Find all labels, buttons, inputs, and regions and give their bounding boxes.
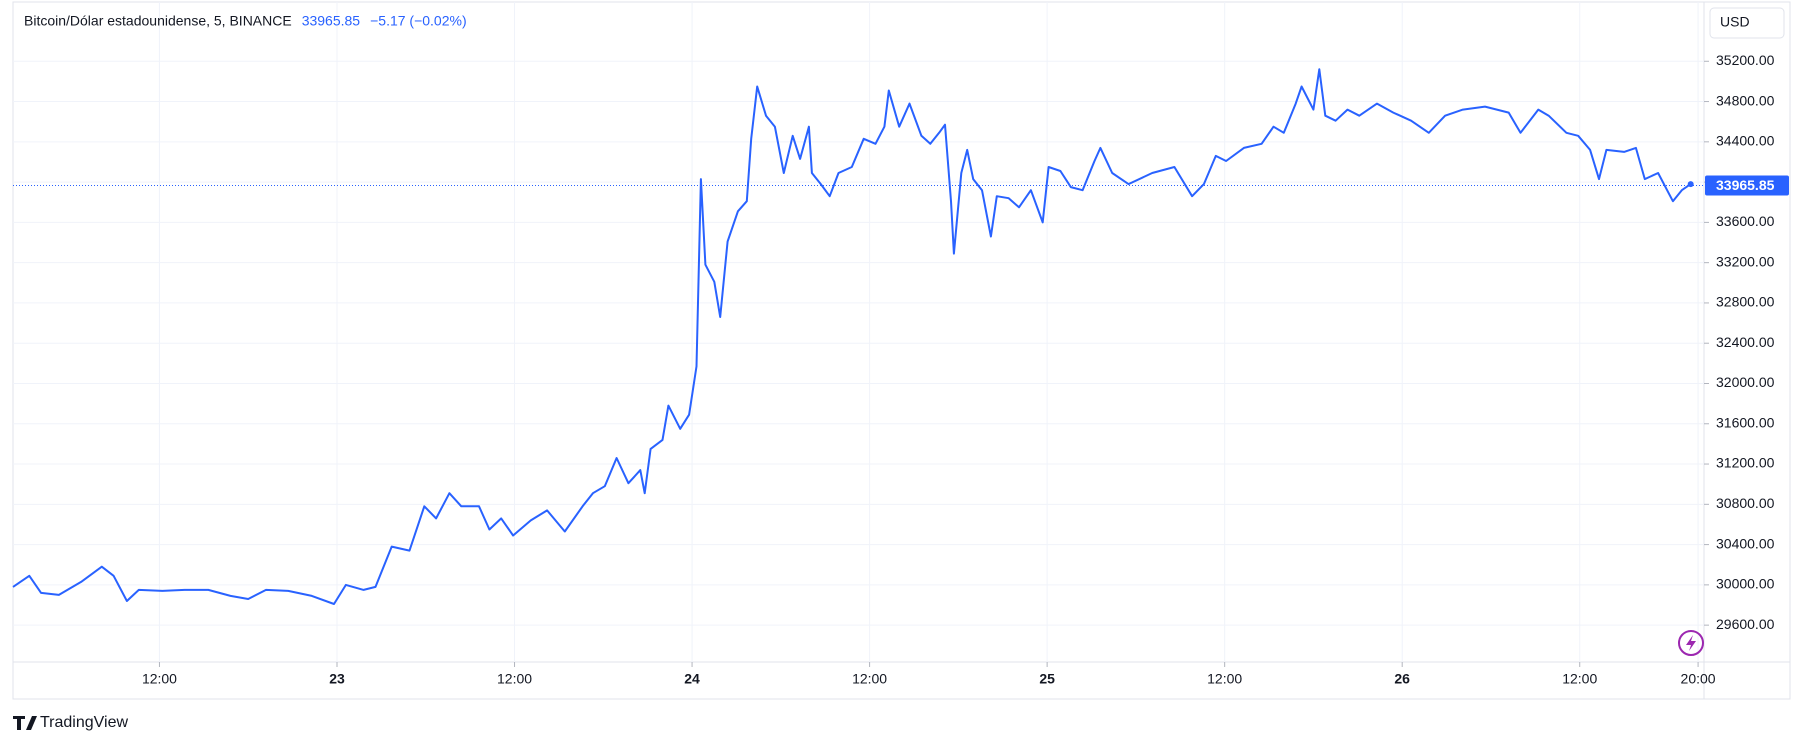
header-price: 33965.85 <box>302 13 361 29</box>
grid <box>13 2 1704 662</box>
price-line <box>12 68 1692 605</box>
y-tick-label: 32800.00 <box>1716 294 1775 310</box>
header-change: −5.17 (−0.02%) <box>370 13 467 29</box>
plot <box>12 68 1704 605</box>
currency-button[interactable] <box>1709 7 1785 39</box>
y-tick-label: 31200.00 <box>1716 455 1775 471</box>
x-tick-label: 25 <box>1039 671 1055 687</box>
y-tick-label: 30800.00 <box>1716 495 1775 511</box>
currency-label[interactable]: USD <box>1720 14 1750 30</box>
chart-frame <box>12 1 1791 700</box>
x-tick-label: 12:00 <box>142 671 177 687</box>
brand-logo <box>13 716 37 730</box>
y-tick-label: 30400.00 <box>1716 535 1775 551</box>
x-tick-label: 24 <box>684 671 700 687</box>
chart-title: Bitcoin/Dólar estadounidense, 5, BINANCE <box>24 13 292 29</box>
brand-name: TradingView <box>40 714 128 731</box>
y-tick-label: 33200.00 <box>1716 253 1775 269</box>
y-tick-label: 32000.00 <box>1716 374 1775 390</box>
x-tick-label: 12:00 <box>1207 671 1242 687</box>
lightning-icon[interactable] <box>1678 630 1704 656</box>
x-tick-label: 12:00 <box>497 671 532 687</box>
x-tick-label: 26 <box>1394 671 1410 687</box>
y-tick-label: 29600.00 <box>1716 616 1775 632</box>
y-tick-label: 30000.00 <box>1716 576 1775 592</box>
x-tick-label: 12:00 <box>852 671 887 687</box>
last-price-box <box>1705 175 1789 196</box>
x-tick-label: 20:00 <box>1681 671 1716 687</box>
y-tick-label: 31600.00 <box>1716 414 1775 430</box>
y-tick-label: 33600.00 <box>1716 213 1775 229</box>
y-tick-label: 34800.00 <box>1716 92 1775 108</box>
y-tick-label: 34400.00 <box>1716 133 1775 149</box>
last-point <box>1687 181 1694 188</box>
last-price-label: 33965.85 <box>1716 177 1775 193</box>
x-tick-label: 12:00 <box>1562 671 1597 687</box>
x-tick-label: 23 <box>329 671 345 687</box>
y-tick-label: 35200.00 <box>1716 52 1775 68</box>
y-tick-label: 32400.00 <box>1716 334 1775 350</box>
